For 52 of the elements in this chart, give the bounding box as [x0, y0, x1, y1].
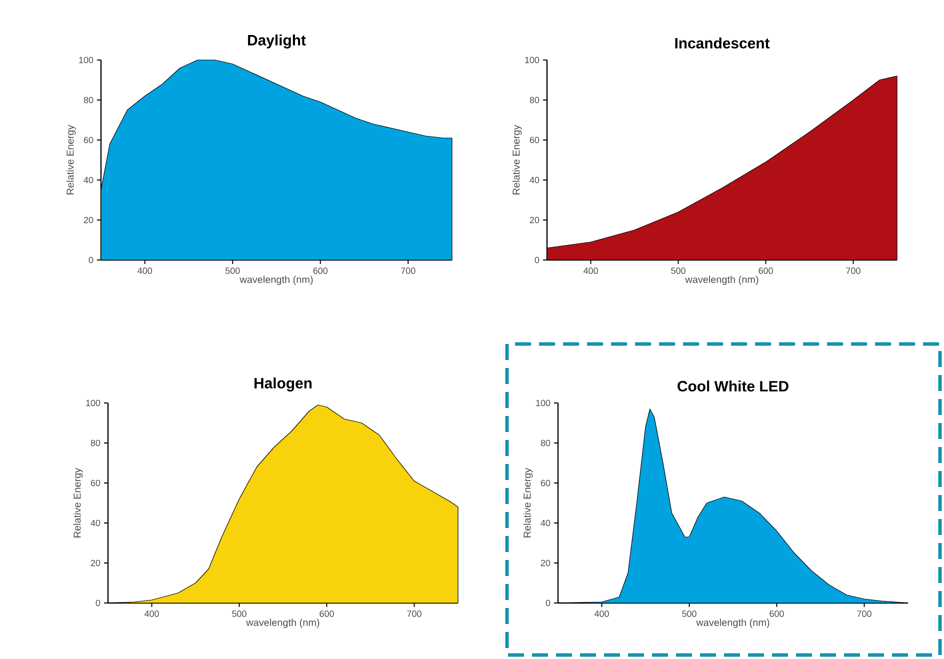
x-tick-label: 400	[144, 610, 159, 617]
y-tick-label: 0	[88, 256, 94, 264]
y-tick-label: 40	[84, 176, 94, 184]
y-axis-title: Relative Energy	[73, 468, 83, 538]
y-tick-label: 100	[86, 400, 100, 406]
x-tick-label: 500	[671, 268, 686, 274]
x-tick-label: 700	[407, 610, 422, 617]
x-tick-label: 700	[857, 610, 872, 617]
x-tick-label: 400	[594, 610, 609, 617]
y-tick-label: 40	[90, 520, 100, 526]
y-tick-label: 60	[90, 480, 100, 486]
x-axis-title: wavelength (nm)	[696, 618, 770, 628]
x-tick-label: 500	[232, 610, 246, 617]
y-tick-label: 40	[540, 520, 550, 526]
y-tick-label: 100	[79, 56, 94, 64]
x-tick-label: 500	[226, 268, 240, 274]
x-axis-title: wavelength (nm)	[246, 618, 320, 628]
y-tick-label: 20	[84, 216, 94, 224]
x-tick-label: 400	[138, 268, 152, 274]
x-axis-title: wavelength (nm)	[240, 276, 313, 285]
y-tick-label: 80	[530, 96, 540, 104]
x-tick-label: 700	[846, 268, 860, 274]
y-tick-label: 100	[536, 400, 550, 406]
y-tick-label: 0	[534, 256, 540, 264]
x-tick-label: 600	[320, 610, 334, 617]
y-tick-label: 20	[540, 560, 550, 566]
y-tick-label: 20	[90, 560, 100, 566]
y-tick-label: 0	[96, 600, 100, 606]
chart-title: Halogen	[254, 378, 312, 392]
y-tick-label: 20	[530, 216, 540, 224]
y-tick-label: 0	[546, 600, 550, 606]
chart-title: Incandescent	[675, 38, 770, 48]
y-tick-label: 60	[540, 480, 550, 486]
x-tick-label: 500	[682, 610, 696, 617]
x-axis-title: wavelength (nm)	[685, 276, 758, 285]
y-tick-label: 60	[84, 136, 94, 144]
x-tick-label: 400	[583, 268, 598, 274]
y-axis-title: Relative Energy	[512, 124, 522, 194]
y-tick-label: 80	[90, 440, 100, 446]
y-axis-title: Relative Energy	[66, 124, 76, 194]
y-axis-title: Relative Energy	[523, 468, 533, 538]
x-tick-label: 600	[313, 268, 328, 274]
x-tick-label: 700	[401, 268, 416, 274]
x-tick-label: 600	[770, 610, 784, 617]
y-tick-label: 100	[525, 56, 540, 64]
chart-title: Daylight	[248, 34, 306, 49]
x-tick-label: 600	[758, 268, 773, 274]
y-tick-label: 80	[84, 96, 94, 104]
y-tick-label: 80	[540, 440, 550, 446]
y-tick-label: 60	[530, 136, 540, 144]
y-tick-label: 40	[530, 176, 540, 184]
chart-title: Cool White LED	[678, 380, 788, 392]
